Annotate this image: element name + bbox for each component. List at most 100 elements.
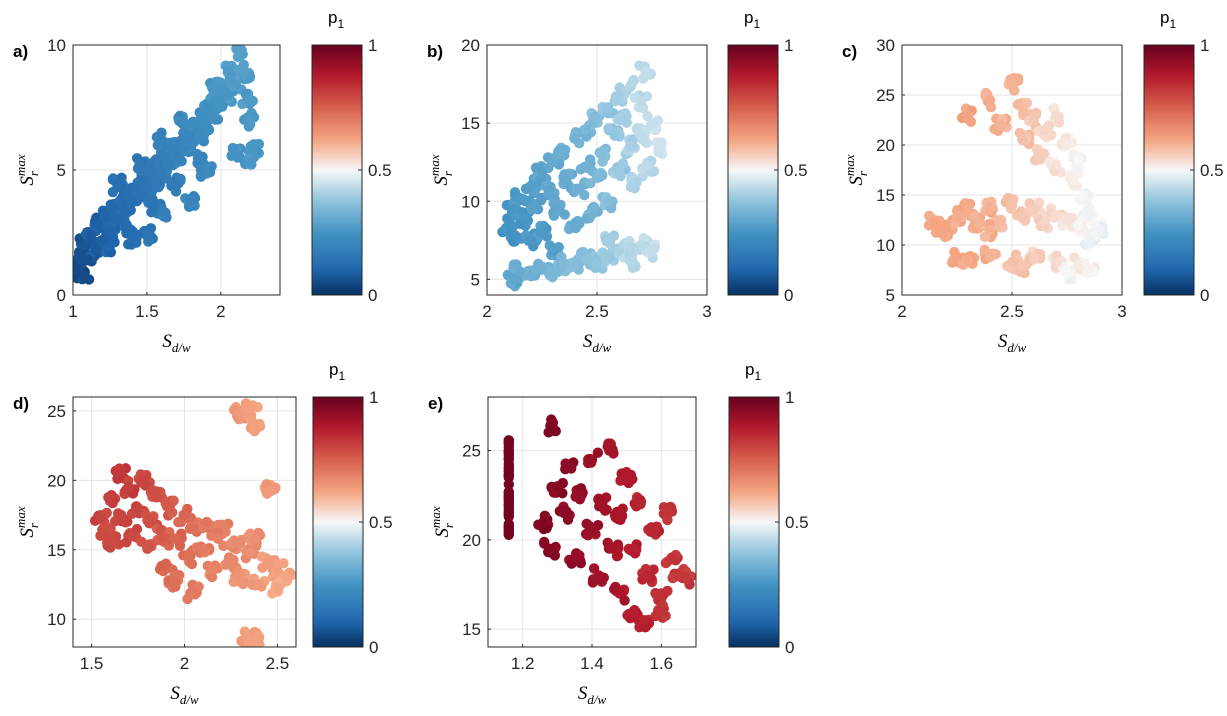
- y-tick-label: 15: [876, 186, 895, 205]
- scatter-point: [613, 246, 625, 257]
- scatter-point: [514, 266, 526, 277]
- scatter-point: [586, 454, 598, 465]
- scatter-point: [244, 547, 255, 558]
- y-tick-label: 0: [57, 286, 66, 305]
- scatter-panel-b: 2 2.5 3 5 10 15 20 b) Sd/w Srmax: [427, 36, 712, 355]
- data-points: [497, 60, 668, 292]
- scatter-point: [503, 454, 514, 465]
- scatter-point: [249, 533, 261, 544]
- scatter-point: [97, 234, 108, 246]
- scatter-point: [1033, 197, 1045, 208]
- scatter-point: [503, 472, 514, 483]
- scatter-point: [596, 149, 607, 160]
- x-tick-label: 1: [68, 302, 77, 321]
- y-tick-label: 15: [461, 114, 480, 133]
- scatter-point: [189, 119, 200, 131]
- scatter-point: [1061, 267, 1073, 279]
- scatter-point: [638, 615, 650, 626]
- scatter-point: [112, 179, 123, 191]
- scatter-point: [1006, 79, 1018, 91]
- scatter-panel-e: 1.2 1.4 1.6 15 20 25 e) Sd/w Srmax: [428, 394, 697, 707]
- colorbar: 0 0.5 1 p1: [728, 360, 809, 657]
- scatter-point: [114, 468, 125, 479]
- scatter-point: [132, 502, 144, 514]
- scatter-point: [519, 213, 530, 224]
- y-tick-label: 20: [461, 36, 480, 55]
- colorbar-tick-label: 1: [1200, 36, 1209, 55]
- scatter-point: [1028, 204, 1040, 216]
- scatter-panel-c: 2 2.5 3 5 10 15 20 25 30 c) Sd/w Srmax: [842, 36, 1127, 355]
- scatter-point: [193, 154, 204, 166]
- scatter-point: [85, 229, 96, 241]
- scatter-panel-a: 1 1.5 2 0 5 10 a) Sd/w Srmax: [13, 36, 281, 355]
- scatter-point: [123, 482, 134, 493]
- scatter-point: [552, 481, 563, 492]
- colorbar-tick-label: 1: [784, 36, 793, 55]
- scatter-point: [543, 188, 554, 199]
- scatter-point: [962, 109, 974, 121]
- colorbar-tick-label: 0.5: [369, 513, 393, 532]
- colorbar: 0 0.5 1 p1: [311, 8, 392, 305]
- scatter-point: [554, 205, 565, 216]
- colorbar-title: p1: [329, 360, 345, 383]
- scatter-point: [547, 242, 559, 254]
- scatter-point: [253, 579, 265, 590]
- scatter-point: [231, 537, 242, 549]
- colorbar-gradient: [1143, 44, 1195, 296]
- y-tick-label: 20: [462, 531, 481, 550]
- scatter-point: [157, 530, 168, 542]
- colorbar: 0 0.5 1 p1: [312, 360, 393, 657]
- y-tick-label: 25: [462, 442, 481, 461]
- scatter-point: [188, 523, 199, 535]
- scatter-point: [92, 219, 104, 231]
- y-tick-label: 10: [47, 36, 66, 55]
- scatter-point: [538, 516, 549, 528]
- scatter-point: [171, 152, 182, 163]
- scatter-point: [603, 123, 614, 134]
- x-axis-label: Sd/w: [170, 683, 199, 707]
- scatter-point: [188, 586, 199, 597]
- scatter-point: [212, 533, 224, 544]
- scatter-point: [245, 114, 256, 126]
- scatter-point: [208, 82, 219, 93]
- scatter-point: [503, 525, 514, 537]
- scatter-point: [569, 552, 580, 563]
- scatter-point: [201, 516, 212, 528]
- scatter-point: [602, 236, 614, 248]
- scatter-point: [646, 246, 658, 257]
- scatter-point: [597, 498, 608, 510]
- scatter-point: [215, 99, 227, 111]
- x-tick-label: 2.5: [1000, 302, 1024, 321]
- colorbar-gradient: [727, 44, 779, 296]
- x-tick-label: 1.2: [511, 654, 535, 673]
- scatter-point: [586, 525, 598, 537]
- scatter-point: [186, 137, 197, 148]
- scatter-point: [628, 543, 639, 554]
- scatter-point: [159, 152, 170, 163]
- scatter-point: [558, 146, 570, 157]
- scatter-point: [151, 486, 162, 497]
- scatter-point: [101, 530, 112, 542]
- scatter-point: [225, 555, 237, 567]
- scatter-point: [249, 419, 261, 430]
- scatter-point: [984, 251, 996, 263]
- scatter-point: [163, 159, 175, 171]
- scatter-point: [614, 588, 625, 599]
- scatter-point: [144, 167, 156, 178]
- scatter-point: [79, 239, 91, 251]
- x-tick-label: 2.5: [585, 302, 609, 321]
- scatter-point: [107, 204, 119, 216]
- scatter-point: [624, 81, 636, 93]
- scatter-point: [216, 519, 227, 530]
- y-axis-label: Srmax: [13, 506, 41, 537]
- scatter-point: [208, 109, 219, 121]
- scatter-point: [613, 164, 625, 176]
- scatter-point: [624, 255, 636, 266]
- scatter-point: [125, 224, 136, 235]
- scatter-point: [1017, 104, 1029, 116]
- y-axis-label: Srmax: [13, 154, 41, 185]
- scatter-point: [602, 250, 614, 262]
- scatter-point: [181, 129, 193, 141]
- scatter-point: [178, 117, 190, 128]
